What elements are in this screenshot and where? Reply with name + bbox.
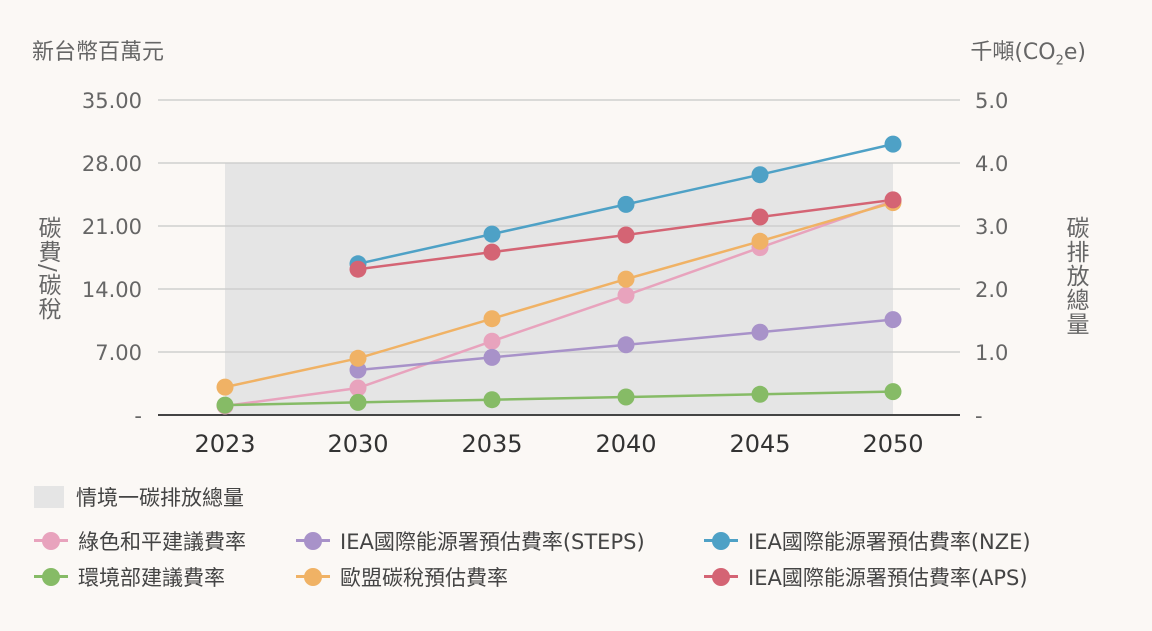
- x-tick-label: 2035: [461, 430, 522, 458]
- data-point-4: [349, 349, 367, 367]
- legend-swatch: [34, 566, 68, 588]
- left-axis-title: 碳費/碳稅: [34, 216, 60, 321]
- data-point-5: [483, 243, 501, 261]
- legend-item-nze: IEA國際能源署預估費率(NZE): [704, 526, 1031, 556]
- data-point-5: [617, 226, 635, 244]
- x-tick-label: 2050: [862, 430, 923, 458]
- data-point-4: [483, 310, 501, 328]
- left-tick-label: -: [134, 404, 142, 428]
- data-point-2: [751, 166, 769, 184]
- legend-swatch: [34, 530, 68, 552]
- data-point-3: [349, 393, 367, 411]
- data-point-4: [216, 378, 234, 396]
- right-axis-unit: 千噸(CO2e): [970, 40, 1086, 69]
- data-point-1: [617, 336, 635, 354]
- left-tick-label: 35.00: [82, 89, 142, 113]
- data-point-3: [483, 391, 501, 409]
- legend-label: 歐盟碳稅預估費率: [340, 566, 508, 590]
- data-point-1: [884, 311, 902, 329]
- data-point-3: [751, 385, 769, 403]
- series-line-3: [224, 390, 894, 407]
- legend-label: IEA國際能源署預估費率(APS): [748, 566, 1028, 590]
- data-point-5: [349, 260, 367, 278]
- data-point-5: [751, 208, 769, 226]
- legend-item-steps: IEA國際能源署預估費率(STEPS): [296, 526, 645, 556]
- left-tick-label: 7.00: [95, 341, 142, 365]
- data-point-1: [751, 323, 769, 341]
- right-tick-label: 4.0: [975, 152, 1008, 176]
- x-tick-label: 2040: [595, 430, 656, 458]
- right-tick-label: 5.0: [975, 89, 1008, 113]
- data-point-3: [617, 388, 635, 406]
- data-point-4: [617, 270, 635, 288]
- legend-item-moenv: 環境部建議費率: [34, 562, 225, 592]
- data-point-3: [216, 396, 234, 414]
- legend-item-greenpeace: 綠色和平建議費率: [34, 526, 246, 556]
- right-tick-label: 2.0: [975, 278, 1008, 302]
- left-tick-label: 21.00: [82, 215, 142, 239]
- data-point-2: [884, 135, 902, 153]
- left-tick-label: 28.00: [82, 152, 142, 176]
- legend-label: IEA國際能源署預估費率(STEPS): [340, 530, 645, 554]
- right-tick-label: 3.0: [975, 215, 1008, 239]
- legend-swatch: [704, 530, 738, 552]
- legend-label: IEA國際能源署預估費率(NZE): [748, 530, 1031, 554]
- x-tick-label: 2023: [194, 430, 255, 458]
- legend-item-eu: 歐盟碳稅預估費率: [296, 562, 508, 592]
- left-tick-label: 14.00: [82, 278, 142, 302]
- right-tick-label: -: [975, 404, 983, 428]
- data-point-0: [617, 286, 635, 304]
- data-point-5: [884, 191, 902, 209]
- data-point-2: [617, 195, 635, 213]
- data-point-1: [349, 361, 367, 379]
- legend-label: 綠色和平建議費率: [78, 530, 246, 554]
- data-point-0: [349, 379, 367, 397]
- x-tick-label: 2030: [327, 430, 388, 458]
- legend-swatch: [296, 566, 330, 588]
- data-point-0: [483, 332, 501, 350]
- right-tick-label: 1.0: [975, 341, 1008, 365]
- legend-label: 環境部建議費率: [78, 566, 225, 590]
- data-point-2: [483, 225, 501, 243]
- right-axis-title: 碳排放總量: [1062, 216, 1088, 336]
- left-axis-unit: 新台幣百萬元: [32, 40, 165, 65]
- legend-swatch: [296, 530, 330, 552]
- legend-item-area: 情境一碳排放總量: [34, 482, 244, 512]
- legend-item-aps: IEA國際能源署預估費率(APS): [704, 562, 1028, 592]
- data-point-4: [751, 232, 769, 250]
- data-point-1: [483, 348, 501, 366]
- series-line-0: [224, 199, 894, 408]
- legend-swatch-area: [34, 486, 64, 508]
- x-tick-label: 2045: [729, 430, 790, 458]
- series-line-4: [224, 201, 894, 389]
- legend-swatch: [704, 566, 738, 588]
- data-point-3: [884, 383, 902, 401]
- legend-label: 情境一碳排放總量: [76, 486, 244, 510]
